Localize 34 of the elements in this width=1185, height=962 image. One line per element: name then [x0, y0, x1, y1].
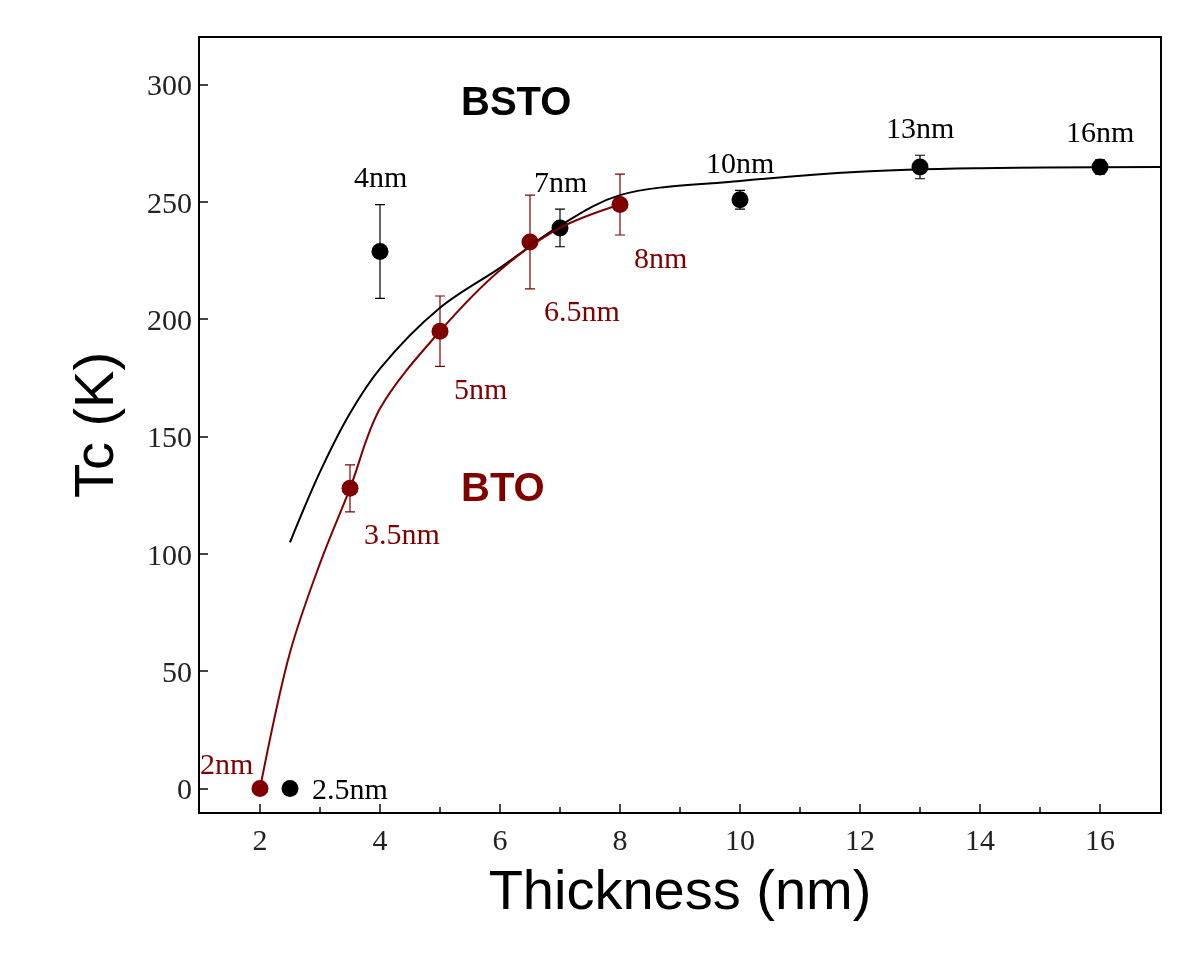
annotation: 2nm [200, 747, 254, 780]
annotation: 2.5nm [312, 772, 388, 805]
annotation: 3.5nm [364, 517, 440, 550]
annotation: 8nm [634, 241, 688, 274]
y-tick-label: 200 [147, 302, 192, 336]
text: BTO [461, 465, 545, 509]
text: BSTO [461, 79, 572, 123]
annotation: 16nm [1066, 115, 1135, 148]
point [371, 242, 389, 260]
annotation: 10nm [706, 146, 775, 179]
x-tick-label: 14 [965, 823, 995, 856]
y-tick-label: 100 [147, 537, 192, 571]
annotation: 7nm [534, 165, 588, 198]
annotation: 5nm [454, 372, 508, 405]
x-tick-label: 6 [492, 823, 508, 856]
x-tick-label: 2 [252, 823, 268, 856]
point [611, 196, 629, 214]
x-tick-label: 4 [372, 823, 388, 856]
annotation: 6.5nm [544, 294, 620, 327]
point [251, 780, 269, 798]
annotation: 4nm [354, 160, 408, 193]
x-tick-label: 16 [1085, 823, 1115, 856]
x-tick-label: 10 [725, 823, 755, 856]
x-tick-label: 8 [612, 823, 628, 856]
y-tick-label: 150 [147, 420, 192, 454]
point [281, 780, 299, 798]
y-tick-label: 250 [147, 185, 192, 219]
x-axis-title: Thickness (nm) [488, 858, 872, 922]
x-tick-label: 12 [845, 823, 875, 856]
y-tick-label: 50 [162, 654, 192, 688]
y-tick-label: 300 [147, 68, 192, 102]
y-tick-label: 0 [177, 772, 192, 806]
y-axis-title: Tc (K) [62, 351, 126, 499]
annotation: 13nm [886, 111, 955, 144]
